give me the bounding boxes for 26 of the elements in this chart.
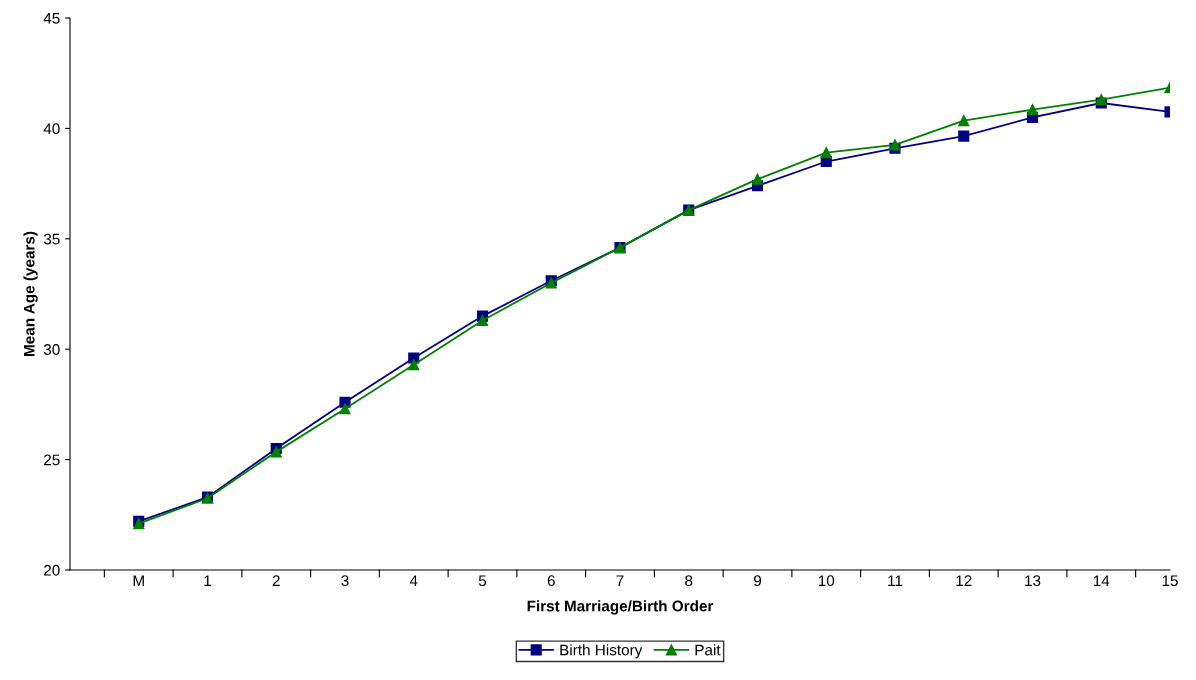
y-tick-label: 40	[43, 123, 60, 135]
x-tick-label: 10	[818, 575, 835, 587]
x-tick-label: 3	[341, 575, 349, 587]
x-tick-label: 11	[888, 575, 903, 586]
x-tick-label: 12	[956, 575, 972, 586]
x-tick-label: 14	[1093, 575, 1110, 586]
x-tick-label: M	[133, 575, 144, 586]
x-tick-label: 9	[753, 575, 762, 587]
y-tick-label: 20	[44, 564, 60, 576]
y-tick-label: 35	[43, 233, 60, 245]
x-tick-label: 6	[547, 575, 555, 587]
x-tick-label: 7	[616, 575, 624, 586]
x-tick-label: 13	[1025, 575, 1041, 587]
legend-label: Pait	[695, 644, 721, 656]
x-tick-label: 2	[272, 575, 280, 586]
y-tick-label: 45	[43, 13, 60, 24]
x-tick-label: 8	[685, 575, 693, 587]
legend-label: Birth History	[560, 644, 643, 659]
x-tick-label: 1	[204, 575, 211, 586]
x-tick-label: 15	[1162, 575, 1178, 587]
y-tick-label: 30	[43, 344, 60, 355]
y-tick-label: 25	[44, 454, 60, 466]
x-tick-label: 4	[409, 575, 418, 586]
x-axis-title: First Marriage/Birth Order	[527, 600, 714, 615]
y-axis-title: Mean Age (years)	[23, 231, 38, 356]
x-tick-label: 5	[478, 575, 487, 587]
